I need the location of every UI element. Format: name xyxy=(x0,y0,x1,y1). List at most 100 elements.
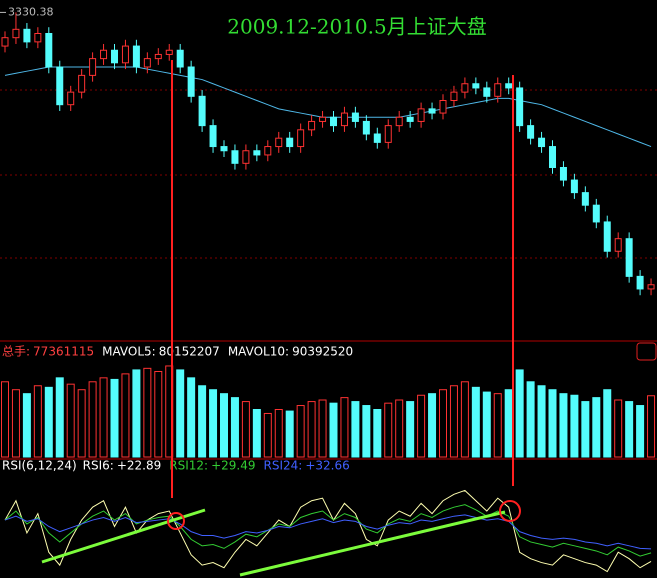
volume-bar xyxy=(603,389,612,458)
candle-body xyxy=(198,95,206,127)
candle-body xyxy=(132,45,140,68)
candle-body xyxy=(592,204,600,223)
candle-body xyxy=(209,125,217,148)
volume-bar xyxy=(537,385,546,458)
candle-body xyxy=(373,133,381,143)
volume-bar xyxy=(307,401,316,458)
volume-bar xyxy=(241,401,250,458)
moving-average xyxy=(4,66,652,148)
volume-bar xyxy=(526,381,535,458)
volume-bar xyxy=(570,394,579,458)
candle-body xyxy=(67,91,75,106)
candle-body xyxy=(570,179,578,194)
candle-body xyxy=(395,116,403,127)
readout-value: 90392520 xyxy=(292,345,353,359)
volume-bar xyxy=(384,402,393,458)
volume-bar xyxy=(77,389,86,458)
candle-body xyxy=(417,108,425,122)
volume-bar xyxy=(121,373,130,458)
volume-bar xyxy=(449,385,458,458)
candle-body xyxy=(56,66,64,106)
volume-bar xyxy=(351,401,360,458)
candle-body xyxy=(1,37,9,47)
volume-bar xyxy=(285,410,294,458)
volume-bar xyxy=(515,369,524,458)
rsi-line xyxy=(4,489,652,573)
readout-name: MAVOL5: xyxy=(102,345,156,359)
candle-body xyxy=(121,45,129,64)
candle-body xyxy=(351,112,359,122)
candle-body xyxy=(34,33,42,43)
readout-name: RSI12: xyxy=(169,459,208,473)
volume-bar xyxy=(143,367,152,458)
candle-body xyxy=(614,238,622,252)
candle-body xyxy=(527,125,535,139)
panel-frame xyxy=(0,89,657,460)
candle-body xyxy=(242,150,250,164)
candle-body xyxy=(340,112,348,127)
candle-body xyxy=(220,146,228,152)
volume-bar xyxy=(362,405,371,458)
candle-body xyxy=(538,137,546,148)
volume-bar xyxy=(592,397,601,458)
volume-bar xyxy=(33,385,42,458)
candle-body xyxy=(176,49,184,68)
chart-title: 2009.12-2010.5月上证大盘 xyxy=(227,15,486,39)
readout-name: RSI6: xyxy=(83,459,114,473)
volume-bar xyxy=(428,393,437,458)
candle-body xyxy=(100,49,108,60)
candle-body xyxy=(549,146,556,168)
volume-bar xyxy=(187,377,196,458)
candle-body xyxy=(253,150,261,156)
candle-body xyxy=(439,100,447,114)
candle-body xyxy=(111,49,118,64)
high-label: 3330.38 xyxy=(8,5,54,18)
candle-body xyxy=(319,116,327,122)
volume-bar xyxy=(340,397,349,458)
candle-body xyxy=(483,87,491,97)
candle-body xyxy=(581,192,589,206)
volume-bar xyxy=(132,369,141,458)
volume-bar xyxy=(636,405,645,458)
readout-value: +22.89 xyxy=(117,459,161,473)
candle-body xyxy=(494,83,502,97)
volume-bar xyxy=(55,377,64,458)
volume-bar xyxy=(230,397,239,458)
volume-bar xyxy=(176,369,185,458)
readout-name: MAVOL10: xyxy=(228,345,289,359)
readout-value: 77361115 xyxy=(33,345,94,359)
volume-bar xyxy=(11,389,20,458)
rsi-line xyxy=(4,514,652,550)
candle-body xyxy=(516,87,524,127)
volume-bar xyxy=(88,381,97,458)
candle-body xyxy=(89,58,97,76)
volume-bar xyxy=(439,389,447,458)
volume-bar xyxy=(296,405,305,458)
candle-body xyxy=(231,150,239,164)
volume-bar xyxy=(406,401,415,458)
candle-body xyxy=(143,58,151,68)
candle-body xyxy=(636,275,644,290)
indicator-title: RSI(6,12,24) xyxy=(2,459,77,473)
candle-body xyxy=(505,83,513,89)
candle-body xyxy=(330,116,337,127)
candle-body xyxy=(450,91,458,101)
volume-bar xyxy=(220,393,228,458)
candle-body xyxy=(187,66,195,97)
volume-bar xyxy=(471,386,480,458)
volume-bar xyxy=(1,381,9,458)
candle-body xyxy=(45,33,53,68)
readout-value: +32.66 xyxy=(305,459,349,473)
volume-bar xyxy=(110,378,119,458)
candle-body xyxy=(461,83,469,93)
volume-bar xyxy=(318,399,327,458)
volume-bar xyxy=(66,383,75,458)
candle-body xyxy=(23,28,31,43)
candle-body xyxy=(472,83,480,89)
candle-body xyxy=(647,284,655,290)
candle-body xyxy=(603,221,611,252)
candle-body xyxy=(625,238,633,277)
volume-bar xyxy=(395,399,404,458)
candle-body xyxy=(559,167,567,181)
